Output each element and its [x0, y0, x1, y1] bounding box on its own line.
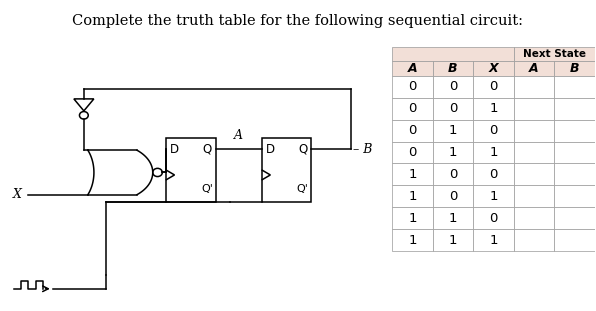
Text: 0: 0 — [408, 146, 417, 159]
Bar — [554, 76, 595, 98]
Text: 0: 0 — [489, 80, 498, 93]
Text: B: B — [570, 62, 579, 75]
Text: Complete the truth table for the following sequential circuit:: Complete the truth table for the followi… — [73, 14, 523, 28]
Text: 0: 0 — [408, 80, 417, 93]
Text: A: A — [234, 129, 243, 142]
Text: 1: 1 — [489, 190, 498, 203]
Bar — [392, 142, 433, 164]
Bar — [554, 98, 595, 120]
Bar — [473, 164, 514, 185]
Bar — [433, 164, 473, 185]
Bar — [473, 98, 514, 120]
Text: 0: 0 — [449, 190, 457, 203]
Text: 0: 0 — [489, 168, 498, 181]
Text: 1: 1 — [489, 102, 498, 115]
Bar — [392, 47, 514, 61]
Bar — [554, 207, 595, 229]
Text: X: X — [13, 188, 22, 201]
Text: 1: 1 — [449, 146, 457, 159]
Bar — [392, 120, 433, 142]
Bar — [433, 61, 473, 76]
Text: Next State: Next State — [523, 49, 586, 59]
Bar — [554, 120, 595, 142]
Bar — [473, 207, 514, 229]
Bar — [514, 76, 554, 98]
Bar — [166, 138, 216, 202]
Bar — [514, 164, 554, 185]
Bar — [473, 229, 514, 251]
Bar — [433, 229, 473, 251]
Text: A: A — [408, 62, 417, 75]
Bar — [554, 185, 595, 207]
Text: 1: 1 — [408, 190, 417, 203]
Bar — [392, 76, 433, 98]
Text: 0: 0 — [408, 124, 417, 137]
Bar — [473, 76, 514, 98]
Text: 1: 1 — [449, 124, 457, 137]
Text: 1: 1 — [449, 212, 457, 225]
Text: A: A — [529, 62, 539, 75]
Bar — [514, 229, 554, 251]
Bar — [514, 142, 554, 164]
Bar — [392, 164, 433, 185]
Text: 0: 0 — [489, 212, 498, 225]
Bar — [392, 207, 433, 229]
Text: Q': Q' — [297, 183, 309, 193]
Bar — [514, 207, 554, 229]
Bar — [554, 142, 595, 164]
Bar — [433, 98, 473, 120]
Text: 0: 0 — [449, 80, 457, 93]
Text: X: X — [489, 62, 498, 75]
Text: 0: 0 — [489, 124, 498, 137]
Bar — [554, 61, 595, 76]
Bar — [392, 229, 433, 251]
Text: 1: 1 — [489, 234, 498, 247]
Bar — [473, 61, 514, 76]
Text: 1: 1 — [408, 168, 417, 181]
Bar — [514, 185, 554, 207]
Text: 0: 0 — [449, 102, 457, 115]
Text: D: D — [170, 143, 179, 156]
Text: B: B — [448, 62, 458, 75]
Text: 1: 1 — [449, 234, 457, 247]
Bar — [433, 207, 473, 229]
Bar — [554, 229, 595, 251]
Text: D: D — [266, 143, 275, 156]
Bar — [473, 185, 514, 207]
Text: 1: 1 — [489, 146, 498, 159]
Text: Q': Q' — [201, 183, 213, 193]
Bar — [433, 120, 473, 142]
Text: 0: 0 — [449, 168, 457, 181]
Bar — [514, 120, 554, 142]
Bar — [433, 185, 473, 207]
Bar — [392, 185, 433, 207]
Text: – B: – B — [353, 143, 372, 156]
Bar — [514, 98, 554, 120]
Bar — [554, 164, 595, 185]
Bar — [473, 142, 514, 164]
Bar — [473, 120, 514, 142]
Bar — [262, 138, 312, 202]
Text: Q: Q — [298, 143, 308, 156]
Bar — [433, 76, 473, 98]
Text: 1: 1 — [408, 212, 417, 225]
Text: Q: Q — [202, 143, 212, 156]
Bar — [514, 47, 595, 61]
Bar — [514, 61, 554, 76]
Bar — [392, 61, 433, 76]
Text: 1: 1 — [408, 234, 417, 247]
Bar — [392, 98, 433, 120]
Bar — [433, 142, 473, 164]
Text: 0: 0 — [408, 102, 417, 115]
